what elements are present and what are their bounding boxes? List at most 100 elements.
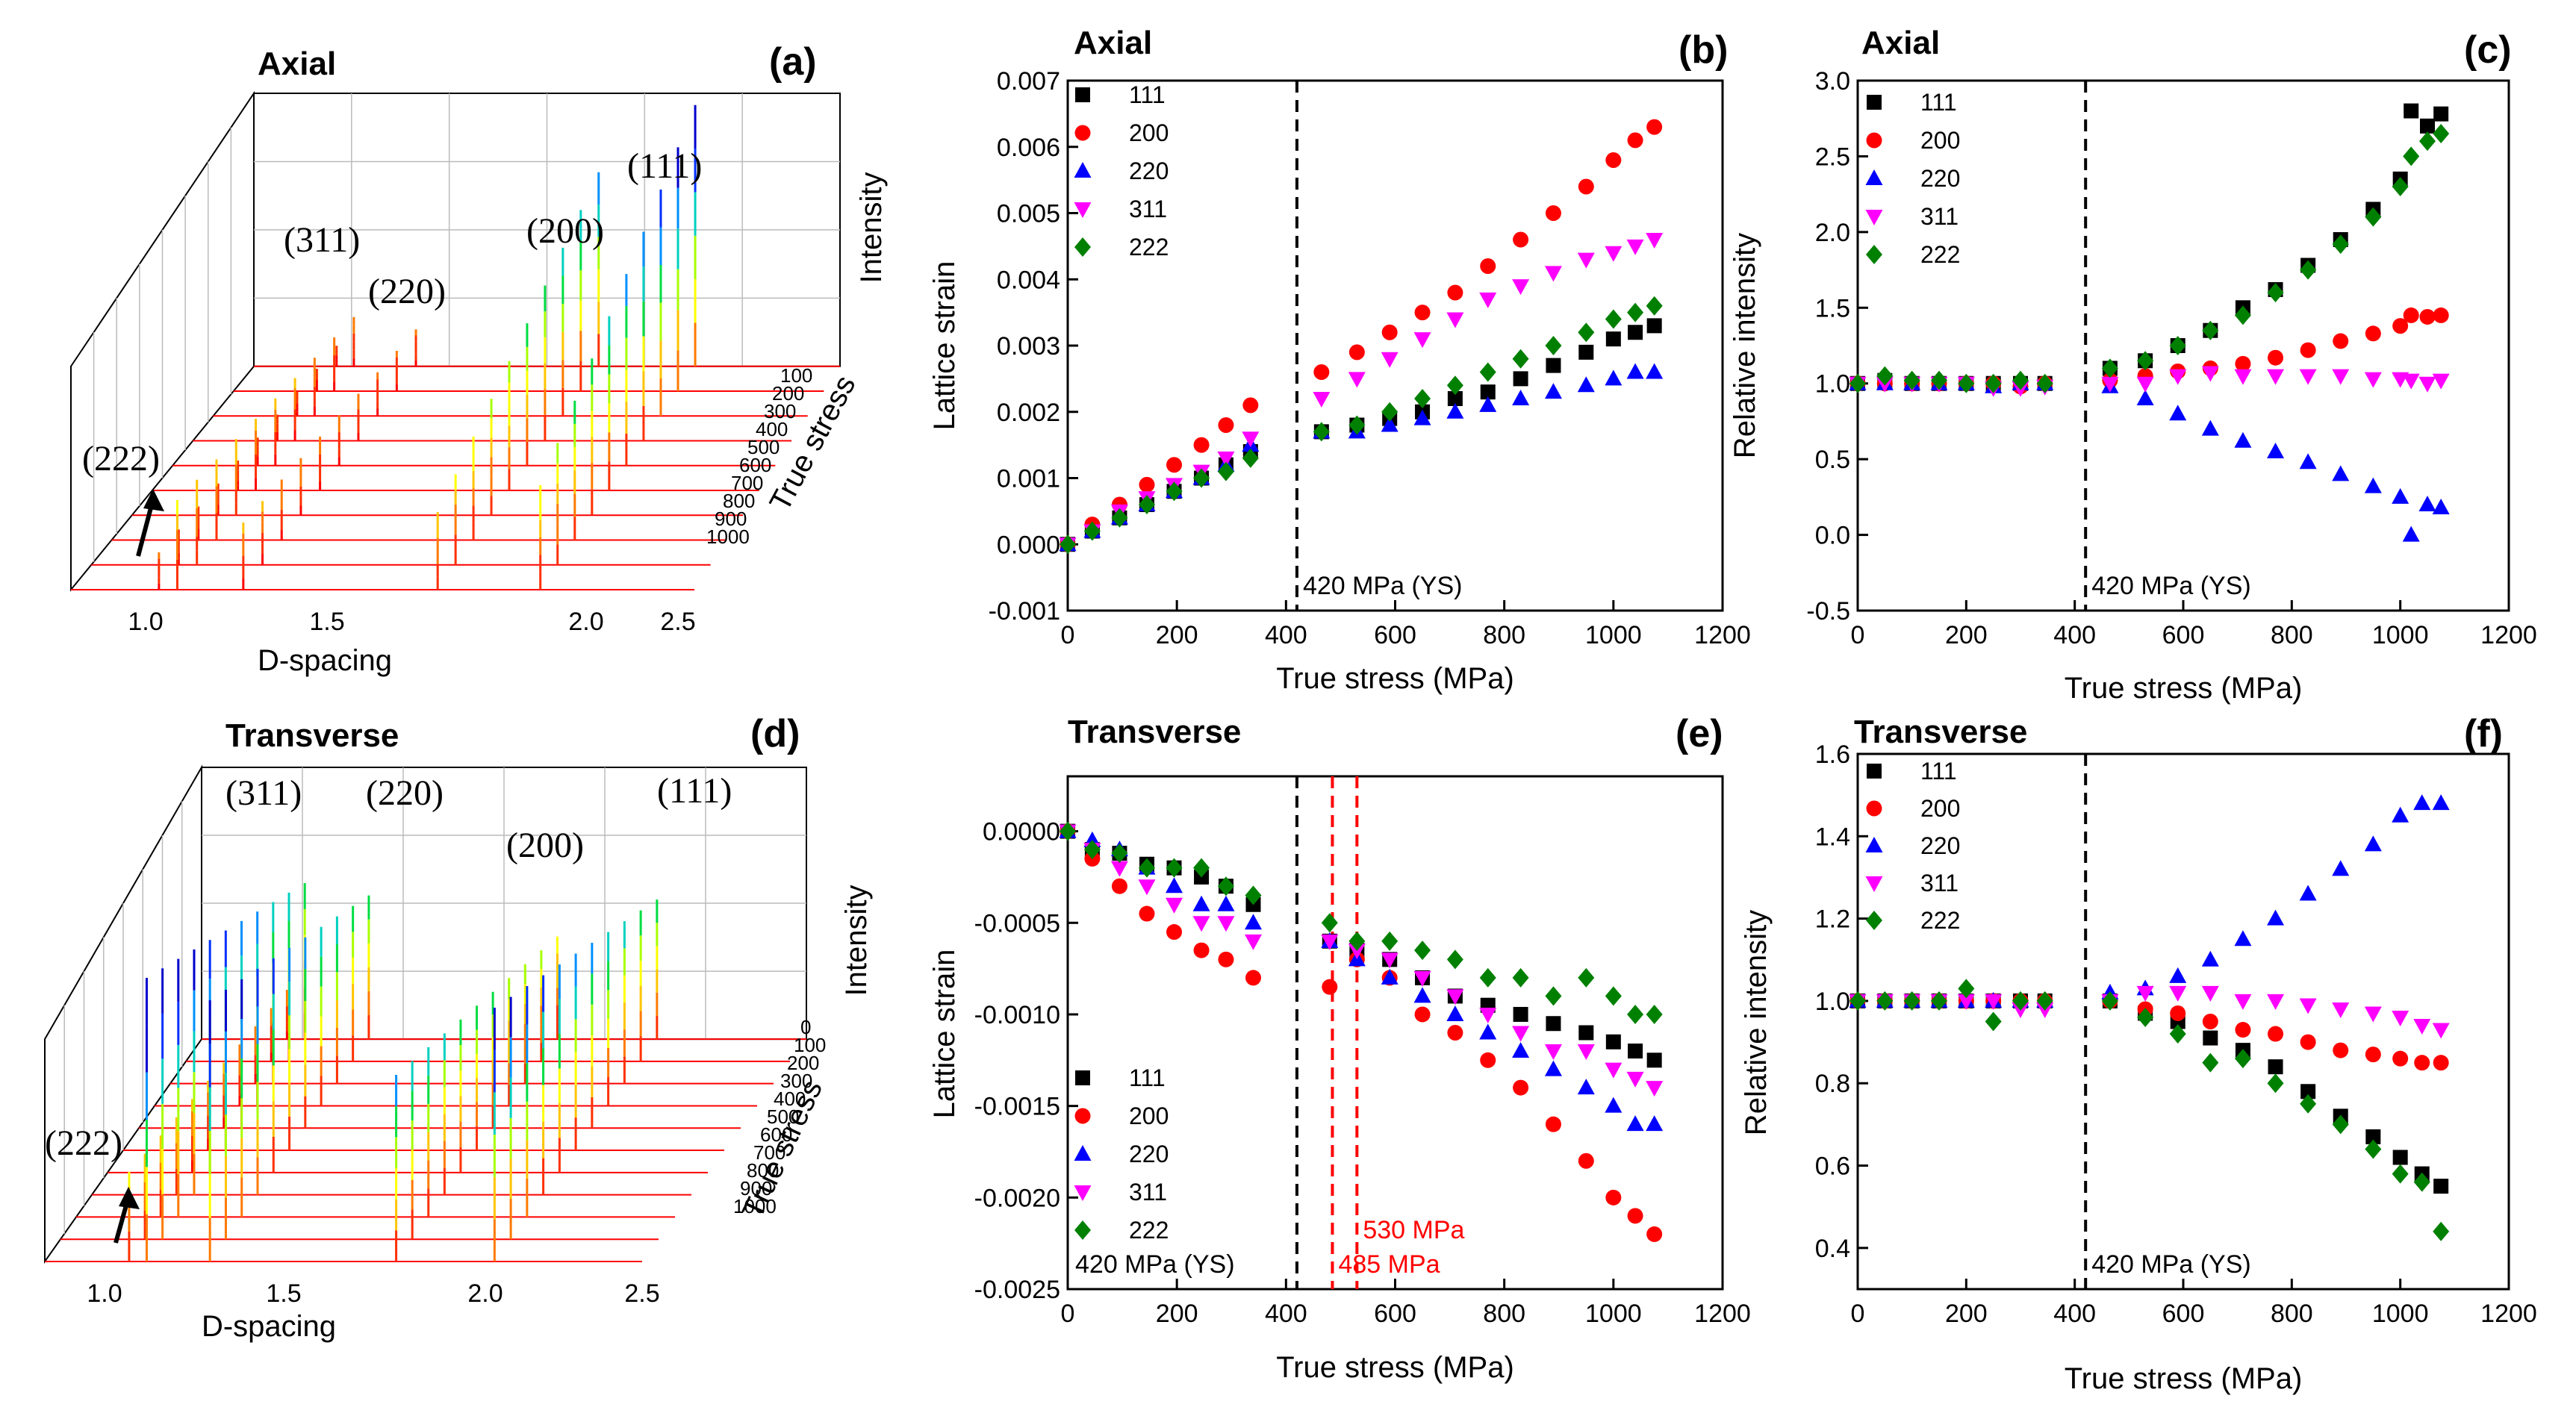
marker-200: [2365, 1047, 2381, 1063]
x-tick-label: 2.5: [660, 608, 695, 636]
panel-c-scatter: 0 200 400 600 800 1000 1200 -0.5 0.0 0.5 1.0 1.5 2.0…: [1729, 25, 2537, 705]
marker-222: [2365, 207, 2382, 227]
marker-311: [1865, 210, 1883, 225]
marker-222: [2433, 1221, 2450, 1241]
marker-220: [1605, 1097, 1623, 1113]
marker-222: [1083, 521, 1101, 541]
legend-label-222: 222: [1920, 907, 1960, 934]
panel-f-scatter: 0 200 400 600 800 1000 1200 0.4 0.6 0.8 1.0 1.2 1.4 1…: [1740, 712, 2537, 1395]
trace: [170, 902, 774, 1085]
stress-tick-label: 600: [760, 1123, 792, 1146]
panel-letter: (f): [2464, 712, 2503, 755]
legend-label-111: 111: [1920, 89, 1957, 116]
legend-label-200: 200: [1129, 119, 1169, 146]
marker-222: [1876, 991, 1894, 1011]
marker-220: [1479, 396, 1497, 412]
marker-222: [1074, 1220, 1091, 1240]
marker-200: [1166, 924, 1183, 941]
marker-111: [1628, 1044, 1643, 1059]
trace: [60, 968, 659, 1241]
trace: [123, 930, 724, 1152]
marker-311: [1577, 252, 1595, 269]
x-tick-label: 400: [2053, 621, 2096, 649]
series-222: [1060, 821, 1663, 1024]
marker-111: [2433, 1179, 2449, 1194]
panel-title: Transverse: [225, 717, 399, 754]
marker-220: [2201, 950, 2219, 967]
x-tick-label: 0: [1851, 621, 1865, 649]
marker-311: [1074, 202, 1092, 218]
marker-222: [1545, 986, 1562, 1006]
trace: [45, 978, 642, 1262]
y-tick-label: 0.007: [997, 67, 1060, 96]
marker-222: [1931, 370, 1947, 390]
x-tick-label: 1000: [2372, 1300, 2429, 1328]
marker-311: [1381, 952, 1399, 969]
x-tick-label: 1200: [2480, 621, 2537, 649]
legend-label-111: 111: [1129, 81, 1166, 108]
marker-220: [1192, 895, 1210, 911]
marker-200: [1578, 1153, 1594, 1169]
marker-222: [1083, 840, 1101, 860]
marker-220: [1479, 1023, 1497, 1040]
series-220: [1059, 363, 1664, 552]
stress-tick-label: 300: [780, 1070, 812, 1092]
marker-222: [2267, 1073, 2284, 1094]
x-axis-label: True stress (MPa): [1276, 662, 1514, 695]
marker-200: [1193, 942, 1210, 958]
peak-label: (200): [526, 211, 604, 251]
marker-222: [1166, 481, 1183, 502]
marker-200: [1348, 344, 1365, 361]
peak-label: (311): [284, 220, 360, 260]
marker-200: [1218, 951, 1234, 967]
marker-222: [1348, 931, 1366, 951]
marker-311: [1244, 934, 1262, 950]
ys-label: 420 MPa (YS): [1075, 1250, 1235, 1279]
y-tick-label: 0.4: [1815, 1235, 1850, 1263]
marker-222: [1217, 461, 1234, 481]
marker-222: [1985, 1011, 2002, 1032]
marker-200: [1166, 457, 1183, 473]
marker-200: [1242, 397, 1259, 414]
x-tick-label: 400: [1265, 621, 1307, 649]
stress-tick-label: 600: [739, 454, 771, 476]
marker-311: [1138, 879, 1156, 896]
y-tick-label: -0.001: [989, 597, 1060, 626]
marker-200: [2333, 1042, 2349, 1058]
x-tick-label: 600: [1374, 1300, 1416, 1328]
legend-label-111: 111: [1129, 1064, 1166, 1091]
stress-tick-label: 400: [774, 1088, 806, 1110]
marker-222: [1193, 858, 1210, 878]
marker-111: [1867, 95, 1882, 110]
y-axis-label: Relative intensity: [1740, 910, 1773, 1135]
marker-200: [1381, 324, 1398, 340]
marker-222: [1903, 370, 1920, 390]
marker-220: [2267, 909, 2285, 926]
marker-311: [1348, 944, 1366, 960]
x-tick-label: 1200: [2480, 1300, 2537, 1328]
marker-311: [1413, 970, 1431, 987]
stress-tick-label: 0: [800, 1016, 811, 1038]
panel-e-scatter: 0 200 400 600 800 1000 1200 -0.0025 -0.0020 -0.00…: [928, 712, 1751, 1384]
marker-222: [1446, 375, 1463, 396]
marker-222: [1348, 415, 1366, 435]
marker-220: [2402, 526, 2420, 542]
y-tick-label: 0.003: [997, 332, 1060, 361]
marker-311: [1646, 1081, 1664, 1097]
x-tick-label: 2.0: [568, 608, 603, 636]
trace: [155, 911, 757, 1107]
marker-220: [1217, 895, 1235, 911]
stress-tick-label: 300: [764, 400, 796, 422]
marker-200: [1414, 305, 1431, 321]
marker-220: [1446, 1005, 1464, 1021]
x-tick-label: 1.0: [87, 1279, 122, 1308]
marker-222: [1166, 858, 1183, 878]
marker-222: [1605, 986, 1622, 1006]
marker-222: [1381, 931, 1399, 951]
x-tick-label: 1200: [1694, 621, 1751, 649]
y-tick-label: 1.5: [1815, 294, 1850, 322]
marker-311: [1192, 916, 1210, 932]
marker-111: [1605, 331, 1621, 347]
stress-tick-label: 1000: [706, 526, 750, 548]
